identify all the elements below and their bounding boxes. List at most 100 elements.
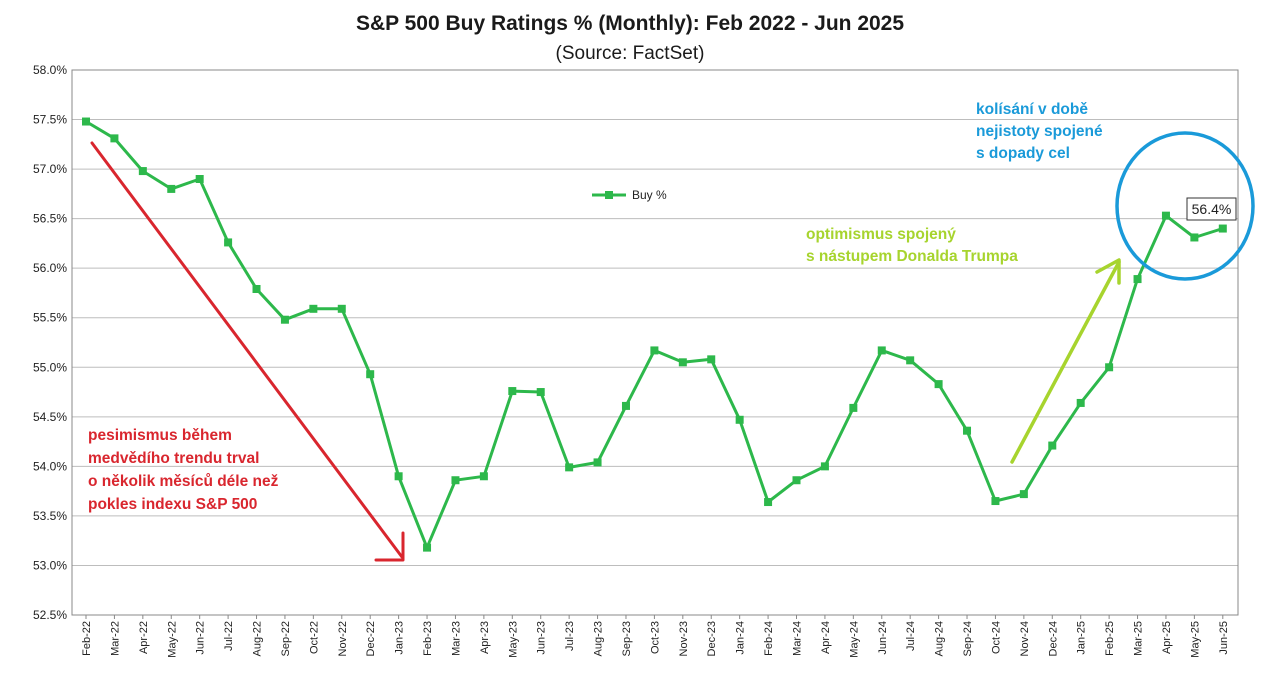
- y-tick-label: 56.0%: [33, 261, 67, 275]
- x-tick-label: Nov-24: [1019, 621, 1031, 656]
- red-annotation-line: o několik měsíců déle než: [88, 473, 279, 490]
- x-axis: Feb-22 Mar-22 Apr-22 May-22 Jun-22 Jul-22 Aug-…: [81, 615, 1230, 658]
- legend-label: Buy %: [632, 188, 667, 202]
- data-point: [906, 356, 915, 365]
- red-annotation-line: pesimismus během: [88, 427, 232, 444]
- data-point: [138, 167, 147, 176]
- y-tick-label: 54.0%: [33, 459, 67, 473]
- data-point: [508, 387, 517, 396]
- x-tick-label: May-23: [507, 621, 519, 658]
- x-tick-label: Jan-25: [1076, 621, 1088, 655]
- data-point: [707, 355, 716, 364]
- green-arrow-head: [1095, 258, 1121, 285]
- data-label-box: [1186, 197, 1237, 221]
- x-tick-label: Apr-22: [138, 621, 150, 654]
- x-tick-label: Sep-22: [280, 621, 292, 656]
- data-point: [224, 238, 233, 247]
- data-point: [309, 304, 318, 313]
- green-annotation-line: optimismus spojený: [806, 226, 956, 243]
- red-annotation-line: medvědího trendu trval: [88, 450, 259, 467]
- data-point: [479, 472, 488, 481]
- x-tick-label: May-25: [1189, 621, 1201, 658]
- data-point: [678, 358, 687, 367]
- data-point: [1019, 490, 1028, 499]
- data-label: 56.4%: [1192, 201, 1232, 217]
- x-tick-label: Jun-22: [195, 621, 207, 655]
- data-point: [991, 497, 1000, 506]
- data-point: [423, 543, 432, 552]
- data-point: [792, 476, 801, 485]
- x-tick-label: Jul-22: [223, 621, 235, 651]
- data-point: [1105, 363, 1114, 372]
- series-buy: [82, 117, 1227, 552]
- data-point: [1048, 441, 1057, 450]
- data-point: [394, 472, 403, 481]
- data-point: [1218, 224, 1227, 233]
- annotations: pesimismus během medvědího trendu trval o …: [88, 101, 1255, 562]
- data-point: [650, 346, 659, 355]
- blue-annotation-line: nejistoty spojené: [976, 123, 1103, 140]
- data-point: [735, 415, 744, 424]
- chart-subtitle: (Source: FactSet): [556, 43, 705, 64]
- x-tick-label: Nov-23: [678, 621, 690, 656]
- legend: Buy %: [592, 188, 667, 202]
- x-tick-label: Mar-22: [109, 621, 121, 656]
- red-annotation-line: pokles indexu S&P 500: [88, 496, 257, 513]
- x-tick-label: Apr-24: [820, 621, 832, 654]
- data-point: [195, 175, 204, 183]
- y-tick-label: 58.0%: [33, 63, 67, 77]
- x-tick-label: Feb-23: [422, 621, 434, 656]
- data-point: [280, 315, 289, 324]
- data-point: [167, 184, 176, 193]
- y-tick-label: 54.5%: [33, 410, 67, 424]
- x-tick-label: Oct-22: [308, 621, 320, 654]
- x-tick-label: Feb-25: [1104, 621, 1116, 656]
- red-arrow-shaft: [90, 141, 404, 559]
- x-tick-label: Aug-24: [934, 621, 946, 656]
- x-tick-label: Apr-25: [1161, 621, 1173, 654]
- data-point: [565, 463, 574, 472]
- data-point: [1161, 211, 1170, 220]
- data-point: [366, 370, 375, 379]
- data-point: [820, 462, 829, 471]
- green-annotation-line: s nástupem Donalda Trumpa: [806, 248, 1018, 265]
- y-tick-label: 56.5%: [33, 212, 67, 226]
- y-tick-label: 52.5%: [33, 608, 67, 622]
- x-tick-label: Feb-22: [81, 621, 93, 656]
- x-tick-label: Mar-24: [792, 621, 804, 656]
- x-tick-label: Jul-24: [905, 621, 917, 651]
- x-tick-label: Sep-23: [621, 621, 633, 656]
- x-tick-label: May-24: [848, 621, 860, 658]
- x-tick-label: Feb-24: [763, 621, 775, 656]
- data-point: [849, 403, 858, 412]
- legend-marker: [605, 191, 613, 199]
- y-tick-label: 57.0%: [33, 162, 67, 176]
- x-tick-label: May-22: [166, 621, 178, 658]
- x-tick-label: Aug-22: [252, 621, 264, 656]
- data-point: [110, 134, 119, 143]
- y-tick-label: 53.0%: [33, 558, 67, 572]
- y-tick-label: 55.0%: [33, 360, 67, 374]
- x-tick-label: Dec-22: [365, 621, 377, 656]
- x-tick-label: Jul-23: [564, 621, 576, 651]
- data-point: [252, 284, 261, 293]
- x-tick-label: Oct-23: [649, 621, 661, 654]
- data-point: [1190, 233, 1199, 242]
- x-tick-label: Apr-23: [479, 621, 491, 654]
- x-tick-label: Aug-23: [593, 621, 605, 656]
- x-tick-label: Dec-23: [706, 621, 718, 656]
- data-point: [934, 380, 943, 389]
- data-point: [337, 304, 346, 313]
- data-label-callout: 56.4%: [1186, 197, 1237, 221]
- x-tick-label: Jun-25: [1218, 621, 1230, 655]
- data-point: [764, 498, 773, 507]
- data-point: [82, 117, 90, 126]
- x-tick-label: Mar-23: [450, 621, 462, 656]
- x-tick-label: Jun-23: [536, 621, 548, 655]
- y-tick-label: 53.5%: [33, 509, 67, 523]
- data-point: [1076, 398, 1085, 407]
- x-tick-label: Dec-24: [1047, 621, 1059, 656]
- y-axis: 52.5% 53.0% 53.5% 54.0% 54.5% 55.0% 55.5% 56.0%…: [33, 63, 67, 622]
- blue-annotation-line: s dopady cel: [976, 145, 1070, 162]
